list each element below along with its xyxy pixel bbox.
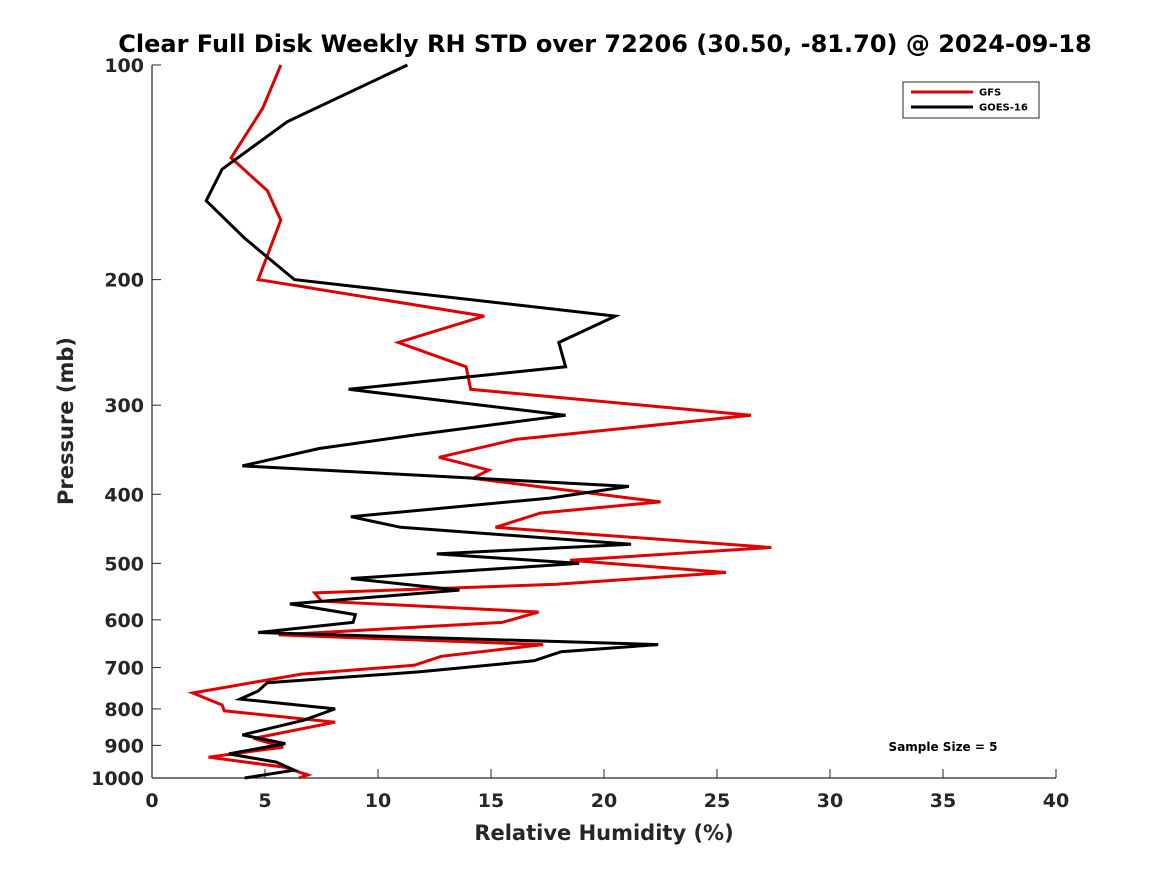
x-tick-label: 20 xyxy=(591,790,617,812)
x-tick-label: 35 xyxy=(930,790,956,812)
x-tick-label: 30 xyxy=(817,790,843,812)
series-line-gfs xyxy=(187,64,772,780)
legend-label: GFS xyxy=(979,88,1001,99)
y-axis-label: Pressure (mb) xyxy=(54,337,78,505)
axes xyxy=(151,65,1056,779)
x-tick-label: 5 xyxy=(258,790,271,812)
y-tick-label: 100 xyxy=(104,55,144,77)
series-line-goes-16 xyxy=(204,63,659,780)
y-tick-label: 400 xyxy=(104,484,144,506)
y-tick-label: 500 xyxy=(104,553,144,575)
y-tick-label: 600 xyxy=(104,610,144,632)
x-tick-label: 15 xyxy=(478,790,504,812)
y-tick-label: 200 xyxy=(104,270,144,292)
y-tick-label: 800 xyxy=(104,699,144,721)
x-axis-label: Relative Humidity (%) xyxy=(474,821,733,845)
x-tick-label: 40 xyxy=(1043,790,1069,812)
y-tick-label: 300 xyxy=(104,395,144,417)
plot-lines xyxy=(187,63,772,780)
legend: GFS GOES-16 xyxy=(902,81,1040,119)
sample-size-annotation: Sample Size = 5 xyxy=(889,740,998,754)
y-tick-label: 900 xyxy=(104,735,144,757)
x-tick-label: 25 xyxy=(704,790,730,812)
x-tick-label: 10 xyxy=(365,790,391,812)
chart-title: Clear Full Disk Weekly RH STD over 72206… xyxy=(118,30,1091,58)
y-tick-label: 700 xyxy=(104,658,144,680)
legend-box xyxy=(902,81,1040,119)
y-ticks: 100 200 300 400 500 600 700 800 900 1000 xyxy=(91,55,161,790)
x-ticks: 0 5 10 15 20 25 30 35 40 xyxy=(145,769,1069,812)
y-tick-label: 1000 xyxy=(91,768,144,790)
x-tick-label: 0 xyxy=(145,790,158,812)
legend-label: GOES-16 xyxy=(979,103,1028,114)
